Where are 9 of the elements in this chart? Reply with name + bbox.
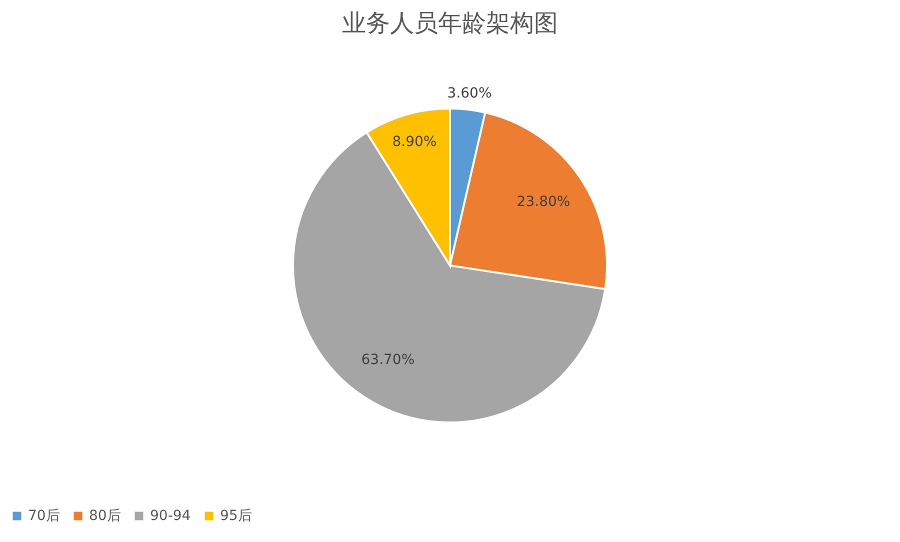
- legend-label: 70后: [28, 508, 60, 524]
- legend-label: 80后: [89, 508, 121, 524]
- legend-label: 90-94: [150, 508, 191, 524]
- data-label: 8.90%: [392, 134, 437, 150]
- legend-label: 95后: [220, 508, 252, 524]
- data-label: 3.60%: [447, 86, 492, 102]
- data-label: 23.80%: [516, 194, 570, 210]
- data-label: 63.70%: [361, 352, 415, 368]
- chart-title: 业务人员年龄架构图: [342, 9, 558, 37]
